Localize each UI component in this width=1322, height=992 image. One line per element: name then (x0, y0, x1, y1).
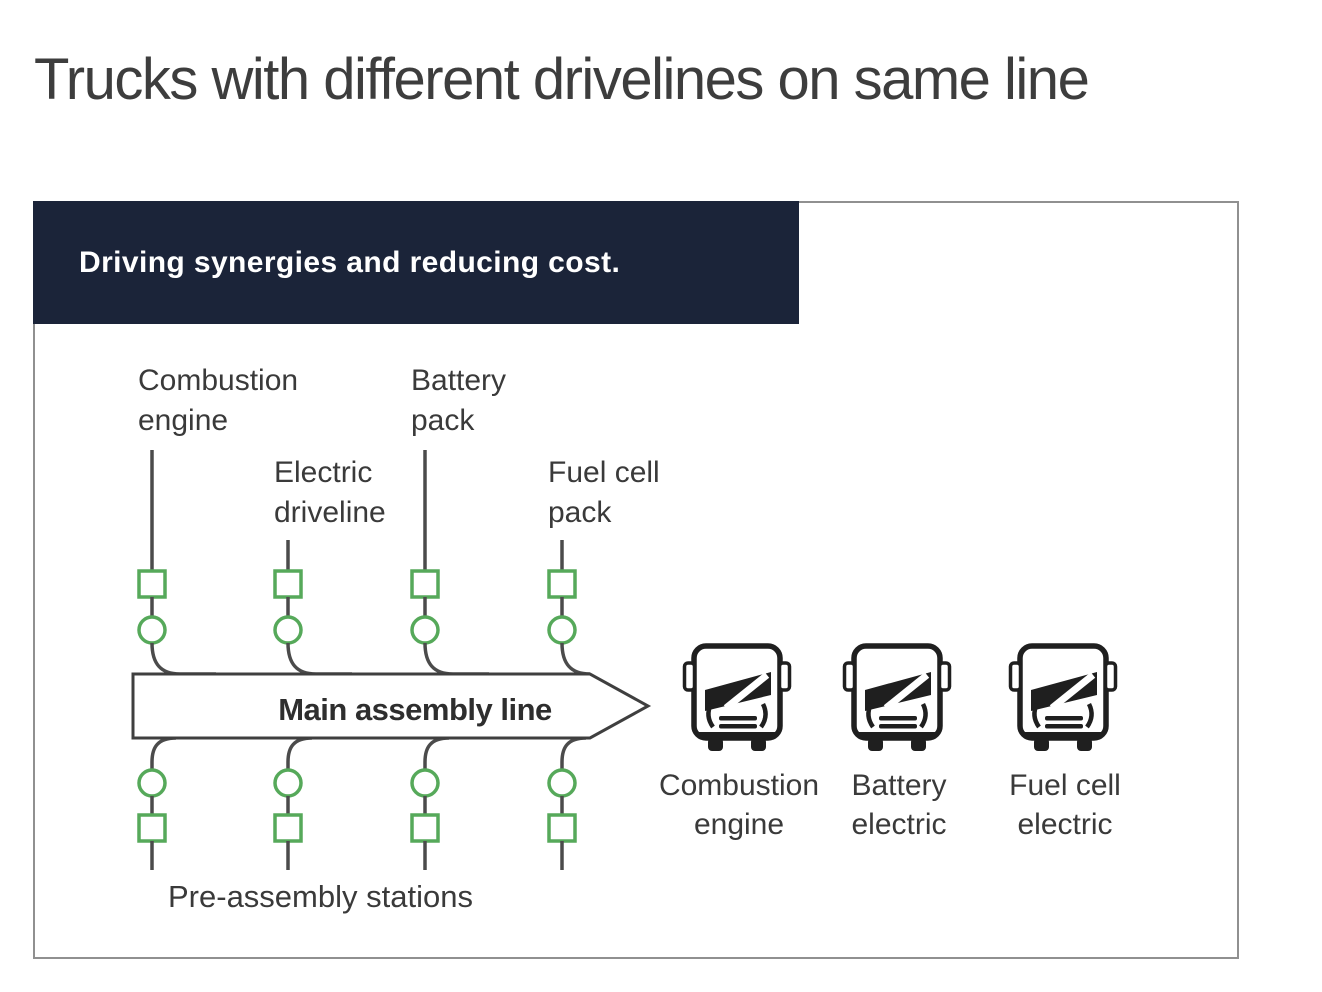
pre-assembly-stations-label: Pre-assembly stations (168, 879, 473, 914)
station-square-icon (137, 813, 167, 843)
station-circle-icon (137, 615, 167, 645)
feed-label-line: engine (138, 404, 229, 437)
page-title: Trucks with different drivelines on same… (34, 47, 1090, 112)
station-square-icon (547, 813, 577, 843)
feed-line-combustion-engine (137, 450, 216, 870)
truck-fuel-cell-icon (1011, 646, 1116, 751)
station-square-icon (137, 569, 167, 599)
station-circle-icon (410, 615, 440, 645)
truck-label-line: Battery (851, 769, 947, 802)
truck-label-line: electric (1017, 808, 1113, 841)
banner-title: Driving synergies and reducing cost. (79, 245, 621, 279)
truck-combustion-icon (685, 646, 790, 751)
infographic-panel: Driving synergies and reducing cost. (33, 201, 1239, 959)
feed-label-line: Fuel cell (548, 456, 660, 489)
feed-label-electric-driveline: Electric driveline (274, 453, 386, 533)
feed-label-line: driveline (274, 496, 386, 529)
banner: Driving synergies and reducing cost. (33, 201, 799, 324)
truck-battery-icon (845, 646, 950, 751)
main-assembly-line-label: Main assembly line (278, 692, 552, 727)
truck-label-combustion: Combustion engine (629, 766, 849, 844)
truck-label-line: engine (693, 808, 785, 841)
station-circle-icon (547, 615, 577, 645)
station-square-icon (410, 569, 440, 599)
station-square-icon (273, 569, 303, 599)
feed-label-line: Battery (411, 364, 507, 397)
feed-line-battery-pack (410, 450, 489, 870)
truck-label-line: Fuel cell (1009, 769, 1121, 802)
truck-label-line: electric (851, 808, 947, 841)
station-circle-icon (273, 768, 303, 798)
feed-label-line: pack (548, 496, 612, 529)
station-circle-icon (410, 768, 440, 798)
assembly-diagram-graphic (131, 450, 1239, 870)
station-circle-icon (547, 768, 577, 798)
station-square-icon (273, 813, 303, 843)
feed-label-line: Electric (274, 456, 373, 489)
feed-line-fuel-cell-pack (547, 540, 591, 870)
feed-label-line: Combustion (138, 364, 299, 397)
feed-line-electric-driveline (273, 540, 352, 870)
station-circle-icon (273, 615, 303, 645)
main-assembly-arrow (131, 672, 652, 740)
truck-label-line: Combustion (658, 769, 820, 802)
feed-label-line: pack (411, 404, 475, 437)
station-square-icon (410, 813, 440, 843)
station-circle-icon (137, 768, 167, 798)
feed-label-battery-pack: Battery pack (411, 361, 506, 441)
station-square-icon (547, 569, 577, 599)
truck-label-fuel-cell: Fuel cell electric (955, 766, 1175, 844)
truck-label-battery: Battery electric (789, 766, 1009, 844)
feed-label-combustion-engine: Combustion engine (138, 361, 298, 441)
feed-label-fuel-cell-pack: Fuel cell pack (548, 453, 660, 533)
